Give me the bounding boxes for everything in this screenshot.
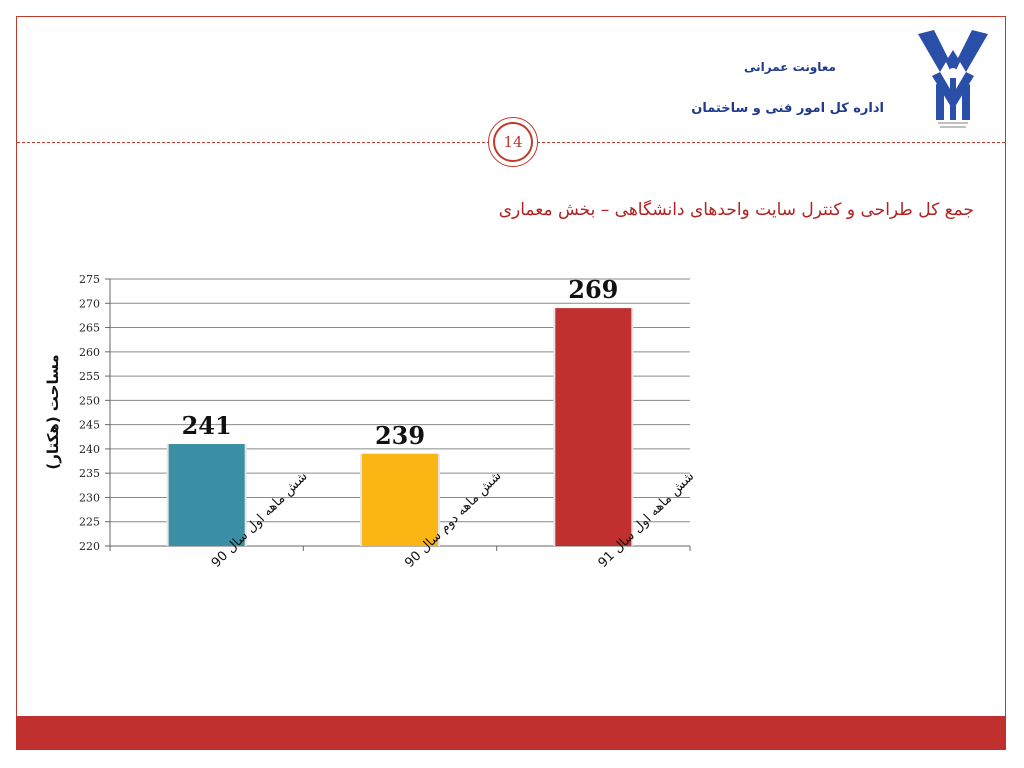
org-department-label: اداره کل امور فنی و ساختمان [691, 101, 884, 116]
bar [362, 453, 438, 546]
data-labels: 241 239 269 [182, 275, 619, 450]
university-logo [918, 30, 988, 130]
chart-bars [166, 308, 634, 546]
y-tick-label: 235 [79, 467, 100, 480]
y-tick-label: 250 [79, 394, 100, 407]
y-tick-label: 240 [79, 443, 100, 456]
y-tick-label: 260 [79, 346, 100, 359]
slide-title: جمع کل طراحی و کنترل سایت واحدهای دانشگا… [498, 200, 974, 220]
y-tick-label: 265 [79, 322, 100, 335]
y-tick-label: 230 [79, 491, 100, 504]
y-tick-label: 245 [79, 419, 100, 432]
y-axis-label: مساحت (هکتار) [44, 354, 62, 469]
y-tick-label: 270 [79, 297, 100, 310]
data-label: 239 [375, 421, 425, 450]
y-tick-label: 220 [79, 540, 100, 553]
bar [168, 444, 245, 546]
page-number: 14 [493, 122, 533, 162]
data-label: 241 [182, 411, 232, 440]
y-tick-labels: 220 225 230 235 240 245 250 255 260 265 270 275 [79, 273, 100, 553]
y-tick-label: 225 [79, 516, 100, 529]
data-label: 269 [568, 275, 618, 304]
bar [555, 308, 632, 546]
page-number-badge: 14 [488, 117, 538, 167]
footer-band [16, 716, 1006, 750]
y-tick-label: 255 [79, 370, 100, 383]
org-deputy-label: معاونت عمرانی [743, 60, 836, 74]
y-tick-label: 275 [79, 273, 100, 286]
